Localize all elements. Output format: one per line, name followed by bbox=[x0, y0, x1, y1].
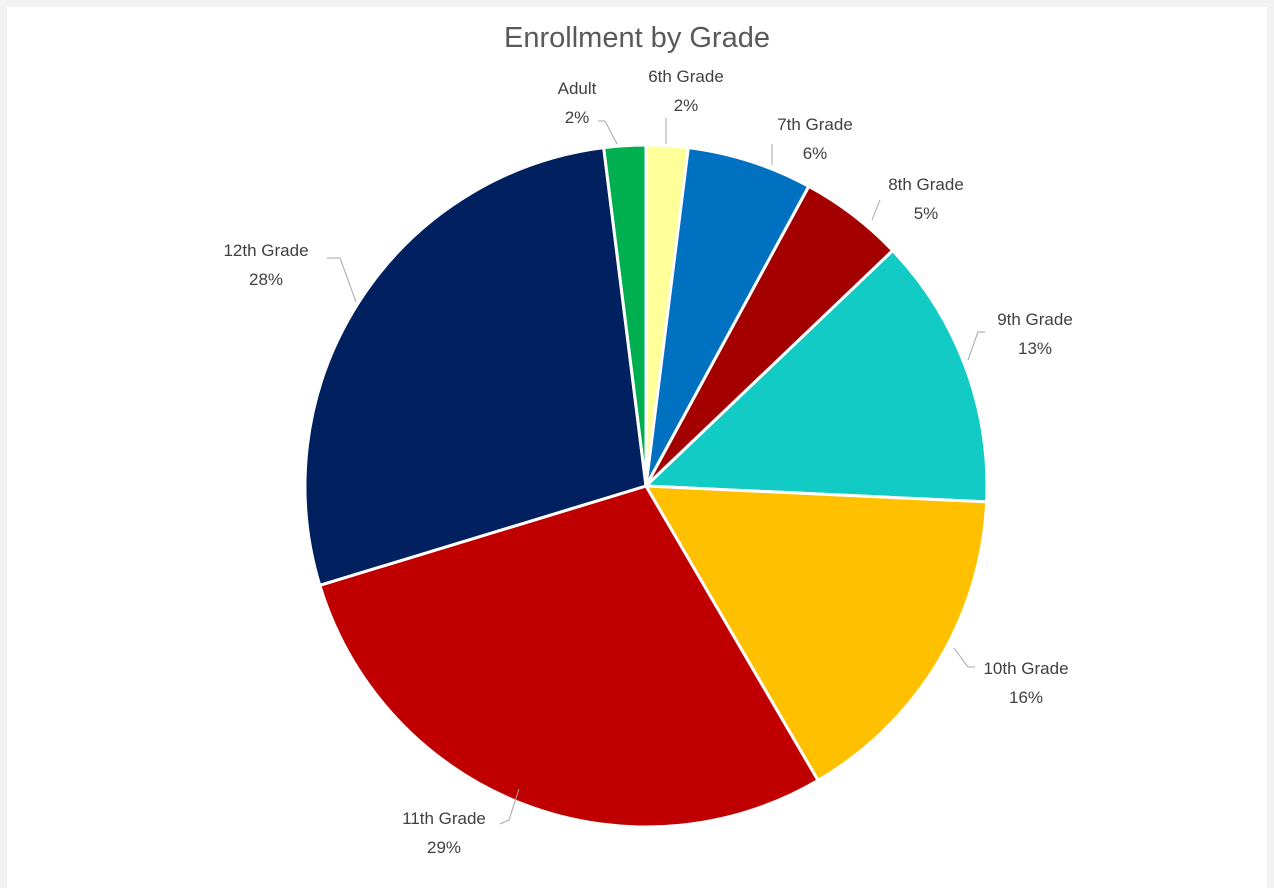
data-label-value-adult: 2% bbox=[565, 108, 590, 127]
data-label-category-7th-grade: 7th Grade bbox=[777, 115, 853, 134]
pie-slice-9th-grade bbox=[644, 249, 989, 504]
leader-line-8th-grade bbox=[871, 199, 881, 221]
pie-slice-12th-grade bbox=[303, 146, 648, 587]
pie-slice-adult bbox=[602, 143, 648, 488]
data-label-value-7th-grade: 6% bbox=[803, 144, 828, 163]
pie-slice-7th-grade bbox=[644, 146, 811, 488]
data-label-category-8th-grade: 8th Grade bbox=[888, 175, 964, 194]
data-label-value-12th-grade: 28% bbox=[249, 270, 283, 289]
leader-line-12th-grade bbox=[327, 257, 357, 303]
data-label-value-6th-grade: 2% bbox=[674, 96, 699, 115]
data-label-category-adult: Adult bbox=[558, 79, 597, 98]
data-label-value-8th-grade: 5% bbox=[914, 204, 939, 223]
data-label-category-12th-grade: 12th Grade bbox=[223, 241, 308, 260]
pie-slice-11th-grade bbox=[318, 484, 820, 829]
data-label-category-9th-grade: 9th Grade bbox=[997, 310, 1073, 329]
pie-slice-10th-grade bbox=[644, 484, 989, 782]
leader-line-10th-grade bbox=[953, 647, 975, 668]
data-label-value-10th-grade: 16% bbox=[1009, 688, 1043, 707]
leader-line-9th-grade bbox=[967, 331, 985, 361]
data-label-value-11th-grade: 29% bbox=[427, 838, 461, 857]
data-label-category-6th-grade: 6th Grade bbox=[648, 67, 724, 86]
leader-line-11th-grade bbox=[499, 788, 520, 825]
data-label-category-11th-grade: 11th Grade bbox=[402, 809, 486, 828]
data-label-category-10th-grade: 10th Grade bbox=[983, 659, 1068, 678]
leader-line-adult bbox=[598, 120, 618, 145]
chart-title: Enrollment by Grade bbox=[504, 22, 770, 54]
data-label-value-9th-grade: 13% bbox=[1018, 339, 1052, 358]
